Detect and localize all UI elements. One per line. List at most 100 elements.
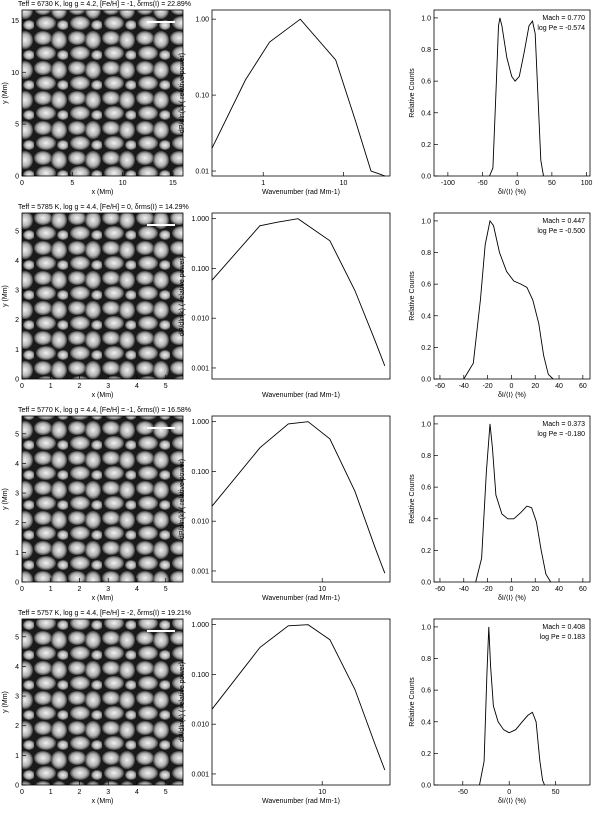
x-tick-label: 40	[555, 383, 563, 390]
y-tick-label: 5	[15, 122, 19, 129]
y-tick-label: 2	[15, 520, 19, 527]
y-tick-label: 0.4	[421, 719, 431, 726]
panel-title: Teff = 6730 K, log g = 4.2, [Fe/H] = -1,…	[18, 1, 191, 8]
x-tick-label: 2	[78, 383, 82, 390]
y-tick-label: 0.8	[421, 47, 431, 54]
y-axis-label: dP/dln(k) ( relative power)	[179, 256, 186, 336]
x-tick-label: 1	[49, 789, 53, 796]
x-axis-label: δI/⟨I⟩ (%)	[498, 391, 526, 399]
x-tick-label: 4	[135, 789, 139, 796]
y-tick-label: 4	[15, 258, 19, 265]
x-axis-label: Wavenumber (rad Mm-1)	[262, 798, 340, 805]
plot-frame	[433, 415, 591, 583]
y-tick-label: 0.6	[421, 282, 431, 289]
plot-frame	[211, 212, 391, 380]
granulation-image	[22, 10, 183, 176]
y-tick-label: 0.0	[421, 580, 431, 587]
y-axis-label: y (Mm)	[2, 285, 9, 307]
y-tick-label: 0.2	[421, 142, 431, 149]
y-axis-label: y (Mm)	[2, 691, 9, 713]
x-tick-label: 3	[106, 789, 110, 796]
y-tick-label: 0.2	[421, 548, 431, 555]
y-tick-label: 0.01	[195, 169, 209, 176]
x-tick-label: 0	[507, 789, 511, 796]
x-tick-label: 0	[509, 586, 513, 593]
x-tick-label: 0	[20, 383, 24, 390]
x-tick-label: 5	[164, 383, 168, 390]
x-tick-label: 5	[164, 586, 168, 593]
plot-frame	[21, 415, 184, 583]
y-tick-label: 1.0	[421, 15, 431, 22]
y-tick-label: 0.001	[191, 365, 209, 372]
x-tick-label: 3	[106, 383, 110, 390]
x-tick-label: 60	[579, 586, 587, 593]
panel-title: Teff = 5785 K, log g = 4.4, [Fe/H] = 0, …	[18, 204, 189, 211]
y-tick-label: 3	[15, 288, 19, 295]
x-axis-label: δI/⟨I⟩ (%)	[498, 594, 526, 602]
annotation: log Pe = -0.500	[537, 228, 585, 235]
annotation: Mach = 0.408	[542, 624, 585, 631]
x-tick-label: 1	[49, 586, 53, 593]
x-tick-label: 50	[552, 789, 560, 796]
x-tick-label: 3	[106, 586, 110, 593]
y-tick-label: 1.0	[421, 421, 431, 428]
x-tick-label: 60	[579, 383, 587, 390]
y-axis-label: dP/dln(k) ( relative power)	[179, 662, 186, 742]
y-axis-label: Relative Counts	[409, 68, 416, 118]
y-axis-label: dP/dln(k) ( relative power)	[179, 53, 186, 133]
x-tick-label: 0	[509, 383, 513, 390]
y-tick-label: 3	[15, 491, 19, 498]
x-tick-label: 10	[318, 586, 326, 593]
x-axis-label: δI/⟨I⟩ (%)	[498, 797, 526, 805]
y-tick-label: 0.8	[421, 453, 431, 460]
data-line	[463, 219, 554, 380]
y-tick-label: 0.010	[191, 722, 209, 729]
y-tick-label: 0	[15, 580, 19, 587]
y-axis-label: y (Mm)	[2, 82, 9, 104]
annotation: Mach = 0.373	[542, 421, 585, 428]
y-tick-label: 5	[15, 228, 19, 235]
y-tick-label: 0	[15, 783, 19, 790]
y-tick-label: 1	[15, 347, 19, 354]
plot-frame	[433, 212, 591, 380]
y-tick-label: 1.000	[191, 216, 209, 223]
plot-frame	[211, 9, 391, 177]
y-tick-label: 0.0	[421, 783, 431, 790]
y-tick-label: 0.0	[421, 174, 431, 181]
x-tick-label: 10	[318, 789, 326, 796]
y-tick-label: 0.8	[421, 656, 431, 663]
x-tick-label: 50	[548, 180, 556, 187]
data-line	[211, 624, 386, 771]
y-tick-label: 1.0	[421, 218, 431, 225]
y-tick-label: 1.00	[195, 17, 209, 24]
plot-frame	[433, 9, 591, 177]
plot-frame	[21, 212, 184, 380]
x-axis-label: x (Mm)	[92, 798, 114, 805]
y-tick-label: 0.2	[421, 345, 431, 352]
granulation-image	[22, 213, 183, 379]
y-tick-label: 0	[15, 174, 19, 181]
x-tick-label: -60	[435, 383, 445, 390]
x-tick-label: 20	[531, 383, 539, 390]
y-tick-label: 0.001	[191, 771, 209, 778]
x-tick-label: 100	[581, 180, 593, 187]
x-tick-label: -20	[483, 383, 493, 390]
y-tick-label: 0.6	[421, 485, 431, 492]
panel-title: Teff = 5757 K, log g = 4.4, [Fe/H] = -2,…	[18, 610, 191, 617]
x-tick-label: 0	[515, 180, 519, 187]
y-tick-label: 0.0	[421, 377, 431, 384]
y-tick-label: 0.010	[191, 316, 209, 323]
data-line	[489, 17, 544, 177]
y-axis-label: Relative Counts	[409, 677, 416, 727]
y-tick-label: 2	[15, 723, 19, 730]
x-tick-label: 10	[340, 180, 348, 187]
granulation-image	[22, 619, 183, 785]
x-tick-label: -60	[435, 586, 445, 593]
y-tick-label: 0.010	[191, 519, 209, 526]
x-tick-label: 0	[20, 180, 24, 187]
x-tick-label: 1	[261, 180, 265, 187]
y-tick-label: 1.000	[191, 419, 209, 426]
y-tick-label: 3	[15, 694, 19, 701]
plot-frame	[21, 618, 184, 786]
